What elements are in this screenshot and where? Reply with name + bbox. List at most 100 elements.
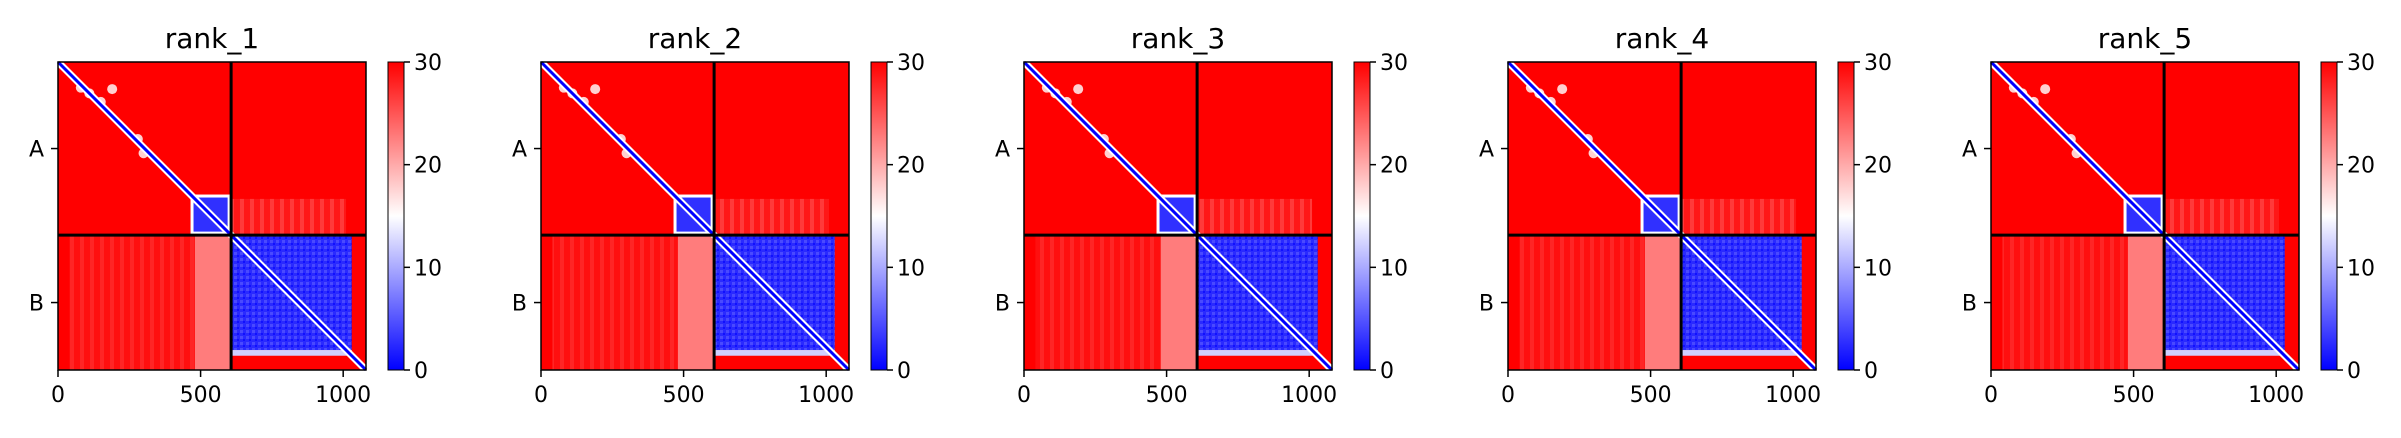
colorbar-tick-label: 30 xyxy=(1380,51,1408,76)
y-tick-label: A xyxy=(1479,138,1494,163)
heatmap-interchain-stripes-left xyxy=(552,235,678,370)
heatmap-interchain-light-band xyxy=(194,235,232,370)
y-tick-label: B xyxy=(1479,292,1494,317)
plot-frame xyxy=(57,61,367,371)
colorbar-tick-label: 0 xyxy=(1380,359,1394,384)
heatmap-diagonal xyxy=(1022,60,1334,372)
colorbar-tick-label: 30 xyxy=(897,51,925,76)
heatmap-chainA-domain-edge xyxy=(1640,194,1681,235)
x-tick-label: 500 xyxy=(2113,383,2155,408)
heatmap-chainA-domain-edge xyxy=(673,194,714,235)
heatmap-chainB-edge xyxy=(1681,350,1802,356)
colorbar-tick-label: 30 xyxy=(414,51,442,76)
colorbar-tick-label: 20 xyxy=(1380,154,1408,179)
x-tick-label: 0 xyxy=(1017,383,1031,408)
colorbar xyxy=(871,62,887,370)
heatmap-diagonal xyxy=(1989,60,2301,372)
colorbar-frame xyxy=(1837,61,1855,371)
x-tick-label: 0 xyxy=(1501,383,1515,408)
colorbar-tick-label: 20 xyxy=(1864,154,1892,179)
colorbar-frame xyxy=(2320,61,2338,371)
heatmap-chainB-edge xyxy=(1197,350,1318,356)
colorbar-tick-label: 10 xyxy=(414,256,442,281)
heatmap-chainB-edge xyxy=(714,350,835,356)
heatmap-spot xyxy=(1073,84,1084,95)
colorbar-tick-label: 10 xyxy=(897,256,925,281)
colorbar xyxy=(2321,62,2337,370)
heatmap-spot xyxy=(1557,84,1568,95)
y-tick-label: A xyxy=(512,138,527,163)
heatmap-spot xyxy=(107,84,118,95)
panel-3: rank_3 0 500 1000 A B 0 10 20 30 xyxy=(995,22,1408,408)
y-tick-label: A xyxy=(29,138,44,163)
heatmap-spot xyxy=(590,84,601,95)
colorbar-frame xyxy=(1353,61,1371,371)
panel-title: rank_2 xyxy=(648,22,742,55)
colorbar xyxy=(1354,62,1370,370)
heatmap-chainA-domain-edge xyxy=(2123,194,2164,235)
heatmap-interchain-stripes-top xyxy=(1679,198,1797,236)
colorbar-tick-label: 20 xyxy=(2347,154,2375,179)
heatmap-interchain-stripes-top xyxy=(712,198,830,236)
colorbar xyxy=(1838,62,1854,370)
colorbar-tick-label: 0 xyxy=(414,359,428,384)
x-tick-label: 0 xyxy=(1984,383,1998,408)
colorbar-tick-label: 20 xyxy=(414,154,442,179)
x-tick-label: 500 xyxy=(1146,383,1188,408)
plot-frame xyxy=(540,61,850,371)
colorbar-tick-label: 10 xyxy=(1864,256,1892,281)
plot-frame xyxy=(1023,61,1333,371)
y-tick-label: A xyxy=(1962,138,1977,163)
heatmap-diagonal xyxy=(1506,60,1818,372)
heatmap-interchain-light-band xyxy=(1644,235,1682,370)
y-tick-label: B xyxy=(512,292,527,317)
x-tick-label: 1000 xyxy=(1281,383,1337,408)
panel-4: rank_4 0 500 1000 A B 0 10 20 30 xyxy=(1479,22,1892,408)
panel-5: rank_5 0 500 1000 A B 0 10 20 30 xyxy=(1962,22,2375,408)
panel-title: rank_4 xyxy=(1615,22,1709,55)
x-tick-label: 0 xyxy=(51,383,65,408)
heatmap-interchain-stripes-left xyxy=(1519,235,1645,370)
heatmap-chainA-domain-edge xyxy=(190,194,231,235)
heatmap-interchain-light-band xyxy=(1160,235,1198,370)
heatmap-interchain-stripes-top xyxy=(1195,198,1313,236)
colorbar-frame xyxy=(387,61,405,371)
heatmap-chainB-edge xyxy=(231,350,352,356)
panel-2: rank_2 0 500 1000 A B 0 10 20 30 xyxy=(512,22,925,408)
colorbar-tick-label: 0 xyxy=(2347,359,2361,384)
heatmap-interchain-stripes-top xyxy=(2162,198,2280,236)
heatmap-chainB-edge xyxy=(2164,350,2285,356)
plot-frame xyxy=(1507,61,1817,371)
heatmap-interchain-stripes-left xyxy=(1035,235,1161,370)
heatmap-spot xyxy=(2040,84,2051,95)
heatmap-interchain-light-band xyxy=(677,235,715,370)
x-tick-label: 1000 xyxy=(1765,383,1821,408)
heatmap-interchain-stripes-left xyxy=(2002,235,2128,370)
x-tick-label: 500 xyxy=(1630,383,1672,408)
heatmap-interchain-stripes-left xyxy=(69,235,195,370)
y-tick-label: A xyxy=(995,138,1010,163)
panel-title: rank_5 xyxy=(2098,22,2192,55)
colorbar-tick-label: 10 xyxy=(1380,256,1408,281)
colorbar-tick-label: 30 xyxy=(1864,51,1892,76)
panel-title: rank_1 xyxy=(165,22,259,55)
colorbar-tick-label: 30 xyxy=(2347,51,2375,76)
colorbar xyxy=(388,62,404,370)
colorbar-tick-label: 0 xyxy=(897,359,911,384)
y-tick-label: B xyxy=(995,292,1010,317)
x-tick-label: 500 xyxy=(180,383,222,408)
x-tick-label: 1000 xyxy=(315,383,371,408)
plot-frame xyxy=(1990,61,2300,371)
x-tick-label: 500 xyxy=(663,383,705,408)
heatmap-diagonal xyxy=(56,60,368,372)
panel-1: rank_1 0 500 1000 A B 0 10 20 30 xyxy=(29,22,442,408)
colorbar-tick-label: 0 xyxy=(1864,359,1878,384)
heatmap-interchain-stripes-top xyxy=(229,198,347,236)
colorbar-tick-label: 20 xyxy=(897,154,925,179)
heatmap-interchain-light-band xyxy=(2127,235,2165,370)
x-tick-label: 1000 xyxy=(2248,383,2304,408)
colorbar-frame xyxy=(870,61,888,371)
y-tick-label: B xyxy=(29,292,44,317)
y-tick-label: B xyxy=(1962,292,1977,317)
